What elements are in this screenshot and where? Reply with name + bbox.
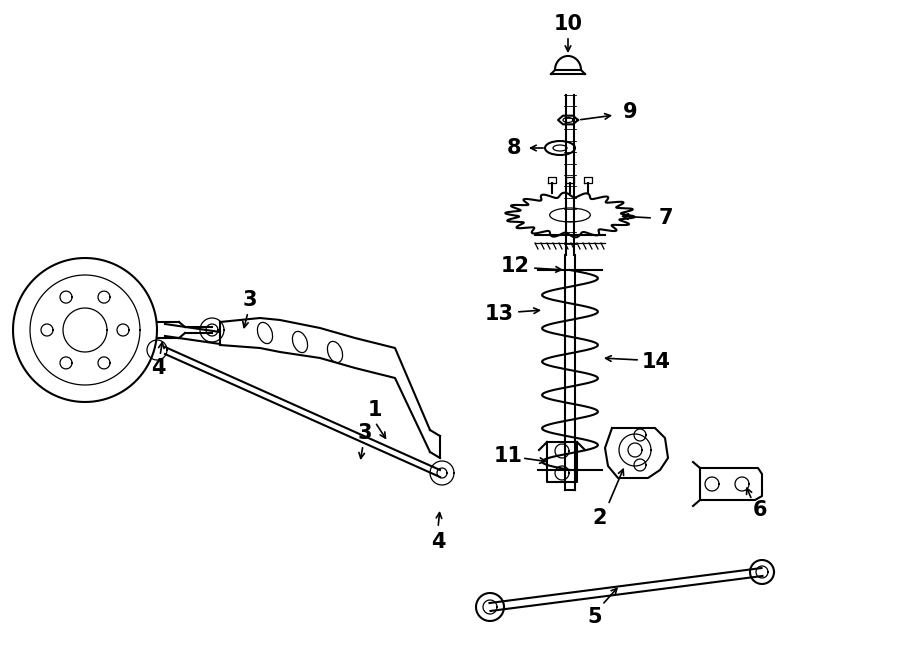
Text: 4: 4 — [431, 532, 446, 552]
Text: 10: 10 — [554, 14, 582, 34]
Text: 3: 3 — [243, 290, 257, 310]
Text: 7: 7 — [659, 208, 673, 228]
Text: 6: 6 — [752, 500, 767, 520]
Text: 8: 8 — [507, 138, 521, 158]
Text: 2: 2 — [593, 508, 608, 528]
Text: 14: 14 — [642, 352, 670, 372]
Text: 13: 13 — [484, 304, 514, 324]
Text: 4: 4 — [151, 358, 166, 378]
Text: 9: 9 — [623, 102, 637, 122]
Text: 1: 1 — [368, 400, 382, 420]
Text: 11: 11 — [493, 446, 523, 466]
Text: 5: 5 — [588, 607, 602, 627]
Text: 12: 12 — [500, 256, 529, 276]
Text: 3: 3 — [358, 423, 373, 443]
